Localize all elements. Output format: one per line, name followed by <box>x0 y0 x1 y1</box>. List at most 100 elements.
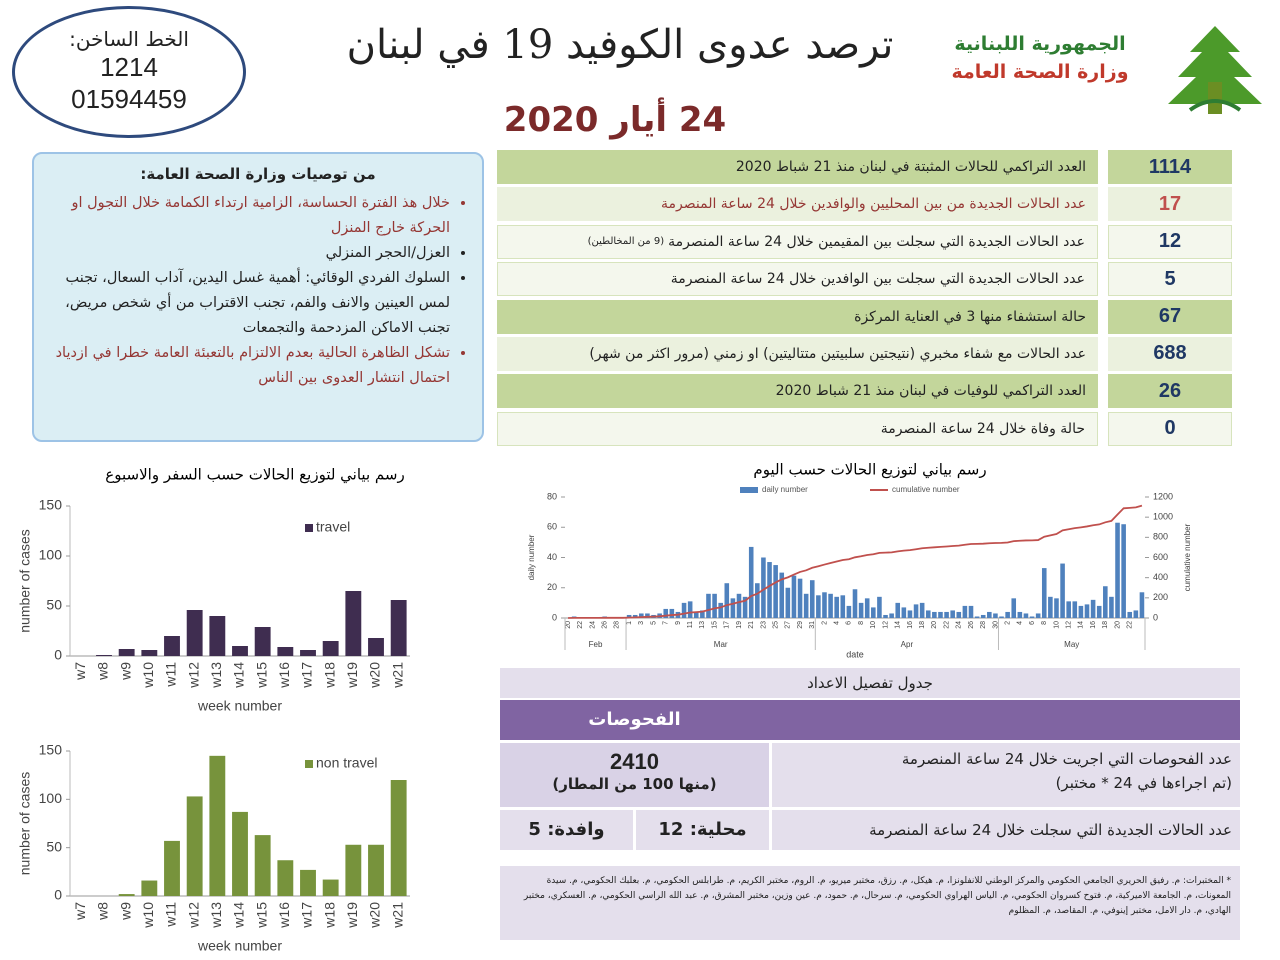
bar <box>1115 522 1120 618</box>
bar <box>663 608 669 618</box>
bar <box>901 607 907 618</box>
bar <box>919 602 925 618</box>
table-header: الفحوصات <box>500 700 1240 740</box>
x-tick-label: 2 <box>1004 621 1011 625</box>
bar <box>645 613 650 618</box>
y-tick-label: 100 <box>39 790 63 806</box>
x-tick-label: 4 <box>1017 621 1024 625</box>
line <box>568 504 1143 619</box>
hotline-box: الخط الساخن: 1214 01594459 <box>12 6 246 138</box>
bar <box>773 565 778 618</box>
bar <box>779 572 785 618</box>
stat-value: 26 <box>1108 374 1232 409</box>
date: 24 أيار 2020 <box>503 100 727 140</box>
bar <box>164 840 180 896</box>
month-label: Feb <box>589 640 603 649</box>
stat-label: عدد الحالات الجديدة التي سجلت بين الوافد… <box>497 262 1098 297</box>
x-tick-label: w13 <box>208 902 224 929</box>
row-label-text: عدد الفحوصات التي اجريت خلال 24 ساعة الم… <box>901 750 1232 768</box>
x-tick-label: 14 <box>1078 621 1085 629</box>
x-tick-label: w7 <box>72 902 88 921</box>
stat-row: 1114 العدد التراكمي للحالات المثبتة في لب… <box>497 150 1232 184</box>
y-tick-label: 0 <box>54 647 62 663</box>
recommendation: السلوك الفردي الوقائي: أهمية غسل اليدين،… <box>44 266 450 341</box>
stat-label-text: العدد التراكمي للحالات المثبتة في لبنان … <box>735 159 1086 175</box>
stat-value: 1114 <box>1108 150 1232 184</box>
x-tick-label: 24 <box>589 621 596 629</box>
bar <box>96 655 112 656</box>
x-tick-label: 25 <box>772 621 779 629</box>
bar <box>1066 601 1071 618</box>
x-tick-label: 23 <box>760 621 767 629</box>
bar <box>254 627 271 656</box>
x-tick-label: 8 <box>858 621 865 625</box>
x-tick-label: 19 <box>736 621 743 629</box>
x-tick-label: w16 <box>276 662 292 689</box>
recommendation: العزل/الحجر المنزلي <box>44 241 450 266</box>
x-tick-label: w10 <box>140 662 156 689</box>
y-tick-label: 150 <box>39 497 63 513</box>
bar <box>993 613 998 618</box>
bar <box>944 611 949 618</box>
bar <box>322 641 339 656</box>
y-tick-label: 50 <box>46 597 62 613</box>
bar <box>632 614 638 618</box>
imported-cell: وافدة: 5 <box>500 810 633 850</box>
bar <box>300 869 316 896</box>
row-label: عدد الفحوصات التي اجريت خلال 24 ساعة الم… <box>772 743 1240 807</box>
bar <box>1048 596 1053 618</box>
row-label: عدد الحالات الجديدة التي سجلت خلال 24 سا… <box>772 810 1240 850</box>
recommendations-list: خلال هذ الفترة الحساسة، الزامية ارتداء ا… <box>44 191 472 391</box>
x-tick-label: 20 <box>1114 621 1121 629</box>
x-axis-label: week number <box>197 938 282 954</box>
x-tick-label: 18 <box>1102 621 1109 629</box>
bar <box>913 604 919 618</box>
x-tick-label: 13 <box>699 621 706 629</box>
hotline-number: 01594459 <box>71 84 187 114</box>
x-tick-label: 12 <box>1066 621 1073 629</box>
ministry-name: الجمهورية اللبنانية وزارة الصحة العامة <box>930 30 1150 86</box>
details-table: جدول تفصيل الاعداد الفحوصات عدد الفحوصات… <box>500 668 1240 850</box>
bar <box>797 578 803 618</box>
header-cell: الفحوصات <box>588 709 681 730</box>
month-label: May <box>1064 640 1079 649</box>
bar <box>968 605 974 618</box>
bar <box>803 593 809 618</box>
stat-value: 0 <box>1108 411 1232 446</box>
bar <box>956 611 962 618</box>
x-tick-label: w16 <box>276 902 292 929</box>
bar <box>730 598 736 618</box>
x-tick-label: 20 <box>565 621 572 629</box>
x-tick-label: w18 <box>321 662 337 689</box>
bar <box>322 879 339 896</box>
x-tick-label: 29 <box>797 621 804 629</box>
x-tick-label: 30 <box>992 621 999 629</box>
x-tick-label: 1 <box>626 621 633 625</box>
bar <box>950 610 955 618</box>
stat-label: العدد التراكمي للحالات المثبتة في لبنان … <box>497 150 1098 184</box>
stat-value: 688 <box>1108 336 1232 371</box>
bar <box>141 650 158 656</box>
bar <box>742 596 748 618</box>
bar <box>809 580 815 618</box>
stat-row: 67 حالة استشفاء منها 3 في العناية المركزة <box>497 299 1232 334</box>
x-tick-label: 22 <box>1127 621 1134 629</box>
stat-label: عدد الحالات الجديدة من بين المحليين والو… <box>497 187 1098 222</box>
x-axis-label: week number <box>197 698 282 714</box>
x-tick-label: w20 <box>367 902 383 929</box>
bar <box>277 647 294 656</box>
bar <box>846 605 852 618</box>
bar <box>785 587 791 618</box>
y2-tick-label: 600 <box>1153 552 1168 562</box>
bar <box>822 592 827 618</box>
bar <box>724 583 730 618</box>
bar <box>1035 613 1041 618</box>
bar <box>1023 613 1029 618</box>
bar <box>700 610 705 618</box>
stat-value: 12 <box>1108 224 1232 259</box>
x-tick-label: w7 <box>72 662 88 681</box>
bar <box>938 611 943 618</box>
bar <box>345 844 362 896</box>
stat-row: 17 عدد الحالات الجديدة من بين المحليين وا… <box>497 187 1232 222</box>
